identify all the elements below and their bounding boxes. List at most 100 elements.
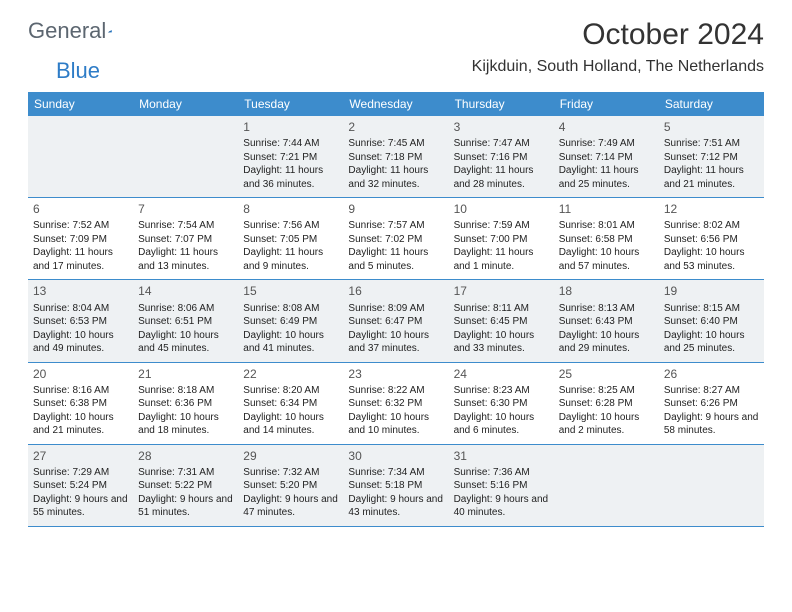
day-number: 7 xyxy=(138,201,233,217)
daylight-text: Daylight: 11 hours and 25 minutes. xyxy=(559,164,654,191)
day-header: Sunday xyxy=(28,92,133,116)
day-header: Thursday xyxy=(449,92,554,116)
daylight-text: Daylight: 10 hours and 33 minutes. xyxy=(454,329,549,356)
day-number: 2 xyxy=(348,119,443,135)
sunrise-text: Sunrise: 7:34 AM xyxy=(348,466,443,480)
day-number: 8 xyxy=(243,201,338,217)
day-cell: 20Sunrise: 8:16 AMSunset: 6:38 PMDayligh… xyxy=(28,363,133,444)
sunrise-text: Sunrise: 7:51 AM xyxy=(664,137,759,151)
daylight-text: Daylight: 11 hours and 21 minutes. xyxy=(664,164,759,191)
sunset-text: Sunset: 7:05 PM xyxy=(243,233,338,247)
daylight-text: Daylight: 11 hours and 5 minutes. xyxy=(348,246,443,273)
sunrise-text: Sunrise: 8:06 AM xyxy=(138,302,233,316)
day-header: Friday xyxy=(554,92,659,116)
day-header-row: Sunday Monday Tuesday Wednesday Thursday… xyxy=(28,92,764,116)
sunrise-text: Sunrise: 8:25 AM xyxy=(559,384,654,398)
sunset-text: Sunset: 5:18 PM xyxy=(348,479,443,493)
week-row: 20Sunrise: 8:16 AMSunset: 6:38 PMDayligh… xyxy=(28,363,764,445)
sunset-text: Sunset: 7:16 PM xyxy=(454,151,549,165)
day-cell: 19 Sunrise: 8:15 AMSunset: 6:40 PMDayligh… xyxy=(659,280,764,361)
day-number: 27 xyxy=(33,448,128,464)
daylight-text: Daylight: 11 hours and 36 minutes. xyxy=(243,164,338,191)
sunrise-text: Sunrise: 7:59 AM xyxy=(454,219,549,233)
day-cell: 30 Sunrise: 7:34 AMSunset: 5:18 PMDayligh… xyxy=(343,445,448,526)
daylight-text: Daylight: 10 hours and 49 minutes. xyxy=(33,329,128,356)
daylight-text: Daylight: 10 hours and 14 minutes. xyxy=(243,411,338,438)
day-cell: 4 Sunrise: 7:49 AMSunset: 7:14 PMDaylight… xyxy=(554,116,659,197)
daylight-text: Daylight: 11 hours and 1 minute. xyxy=(454,246,549,273)
day-cell: 3Sunrise: 7:47 AMSunset: 7:16 PMDaylight… xyxy=(449,116,554,197)
daylight-text: Daylight: 10 hours and 25 minutes. xyxy=(664,329,759,356)
week-row: 1Sunrise: 7:44 AMSunset: 7:21 PMDaylight… xyxy=(28,116,764,198)
daylight-text: Daylight: 10 hours and 2 minutes. xyxy=(559,411,654,438)
daylight-text: Daylight: 9 hours and 43 minutes. xyxy=(348,493,443,520)
day-cell: 13Sunrise: 8:04 AMSunset: 6:53 PMDayligh… xyxy=(28,280,133,361)
day-number: 9 xyxy=(348,201,443,217)
day-number: 5 xyxy=(664,119,759,135)
sunset-text: Sunset: 5:22 PM xyxy=(138,479,233,493)
day-number: 14 xyxy=(138,283,233,299)
day-cell: 6Sunrise: 7:52 AMSunset: 7:09 PMDaylight… xyxy=(28,198,133,279)
calendar: Sunday Monday Tuesday Wednesday Thursday… xyxy=(28,92,764,527)
day-header: Wednesday xyxy=(343,92,448,116)
day-cell: 31Sunrise: 7:36 AMSunset: 5:16 PMDayligh… xyxy=(449,445,554,526)
daylight-text: Daylight: 11 hours and 28 minutes. xyxy=(454,164,549,191)
sunrise-text: Sunrise: 8:18 AM xyxy=(138,384,233,398)
day-header: Monday xyxy=(133,92,238,116)
sunset-text: Sunset: 6:28 PM xyxy=(559,397,654,411)
sunset-text: Sunset: 6:32 PM xyxy=(348,397,443,411)
day-number: 11 xyxy=(559,201,654,217)
day-number: 25 xyxy=(559,366,654,382)
sunset-text: Sunset: 7:07 PM xyxy=(138,233,233,247)
day-number: 15 xyxy=(243,283,338,299)
sunrise-text: Sunrise: 8:13 AM xyxy=(559,302,654,316)
sunrise-text: Sunrise: 7:52 AM xyxy=(33,219,128,233)
sunrise-text: Sunrise: 7:31 AM xyxy=(138,466,233,480)
sunrise-text: Sunrise: 7:54 AM xyxy=(138,219,233,233)
day-number: 22 xyxy=(243,366,338,382)
day-number: 28 xyxy=(138,448,233,464)
day-number: 6 xyxy=(33,201,128,217)
sunrise-text: Sunrise: 8:15 AM xyxy=(664,302,759,316)
daylight-text: Daylight: 10 hours and 41 minutes. xyxy=(243,329,338,356)
sunset-text: Sunset: 5:20 PM xyxy=(243,479,338,493)
sunset-text: Sunset: 7:00 PM xyxy=(454,233,549,247)
day-cell: 23Sunrise: 8:22 AMSunset: 6:32 PMDayligh… xyxy=(343,363,448,444)
day-cell xyxy=(554,445,659,526)
day-number: 20 xyxy=(33,366,128,382)
sunset-text: Sunset: 6:51 PM xyxy=(138,315,233,329)
day-number: 4 xyxy=(559,119,654,135)
sunrise-text: Sunrise: 8:11 AM xyxy=(454,302,549,316)
sunrise-text: Sunrise: 7:45 AM xyxy=(348,137,443,151)
day-number: 1 xyxy=(243,119,338,135)
daylight-text: Daylight: 10 hours and 53 minutes. xyxy=(664,246,759,273)
sunset-text: Sunset: 6:34 PM xyxy=(243,397,338,411)
day-header: Saturday xyxy=(659,92,764,116)
sunrise-text: Sunrise: 8:27 AM xyxy=(664,384,759,398)
sunset-text: Sunset: 6:36 PM xyxy=(138,397,233,411)
sunset-text: Sunset: 6:40 PM xyxy=(664,315,759,329)
sunset-text: Sunset: 6:49 PM xyxy=(243,315,338,329)
sunrise-text: Sunrise: 8:16 AM xyxy=(33,384,128,398)
day-cell: 24Sunrise: 8:23 AMSunset: 6:30 PMDayligh… xyxy=(449,363,554,444)
sunrise-text: Sunrise: 7:57 AM xyxy=(348,219,443,233)
week-row: 6Sunrise: 7:52 AMSunset: 7:09 PMDaylight… xyxy=(28,198,764,280)
sunrise-text: Sunrise: 7:49 AM xyxy=(559,137,654,151)
sunrise-text: Sunrise: 7:44 AM xyxy=(243,137,338,151)
day-number: 30 xyxy=(348,448,443,464)
sunset-text: Sunset: 6:56 PM xyxy=(664,233,759,247)
day-number: 13 xyxy=(33,283,128,299)
day-cell: 10Sunrise: 7:59 AMSunset: 7:00 PMDayligh… xyxy=(449,198,554,279)
day-cell xyxy=(659,445,764,526)
day-number: 19 xyxy=(664,283,759,299)
day-number: 21 xyxy=(138,366,233,382)
day-cell: 5Sunrise: 7:51 AMSunset: 7:12 PMDaylight… xyxy=(659,116,764,197)
sunset-text: Sunset: 7:14 PM xyxy=(559,151,654,165)
daylight-text: Daylight: 11 hours and 17 minutes. xyxy=(33,246,128,273)
daylight-text: Daylight: 10 hours and 18 minutes. xyxy=(138,411,233,438)
day-number: 12 xyxy=(664,201,759,217)
daylight-text: Daylight: 10 hours and 29 minutes. xyxy=(559,329,654,356)
day-cell xyxy=(28,116,133,197)
day-cell: 11Sunrise: 8:01 AMSunset: 6:58 PMDayligh… xyxy=(554,198,659,279)
day-cell: 9Sunrise: 7:57 AMSunset: 7:02 PMDaylight… xyxy=(343,198,448,279)
